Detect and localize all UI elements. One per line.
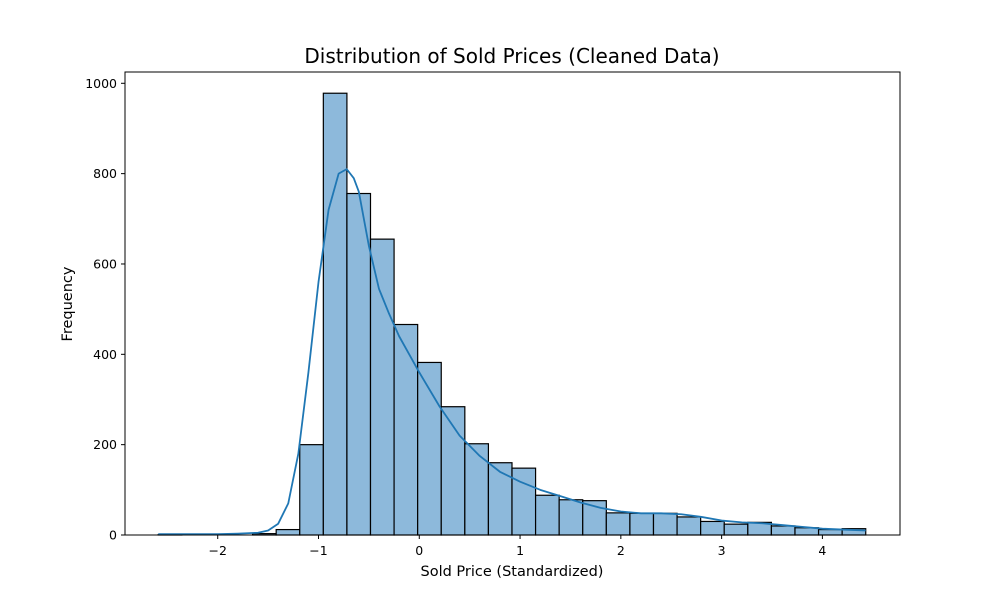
x-tick-label: 4 — [818, 543, 826, 558]
chart-title: Distribution of Sold Prices (Cleaned Dat… — [304, 44, 719, 68]
x-tick-label: 1 — [516, 543, 524, 558]
x-tick-label: −2 — [208, 543, 226, 558]
histogram-bar — [369, 238, 395, 536]
y-tick-label: 1000 — [85, 76, 117, 91]
histogram-bar — [487, 462, 513, 536]
y-axis-label: Frequency — [60, 266, 76, 341]
histogram-bar — [511, 467, 537, 536]
histogram-bar — [723, 523, 749, 536]
x-axis-label: Sold Price (Standardized) — [421, 564, 604, 580]
histogram-bar — [676, 516, 702, 536]
y-tick-label: 600 — [93, 256, 117, 271]
histogram-bar — [346, 192, 372, 536]
kde-curve-line — [158, 168, 866, 535]
plot-frame — [124, 71, 901, 536]
x-tick-label: 0 — [415, 543, 423, 558]
histogram-bar — [652, 512, 678, 536]
histogram-bar — [558, 499, 584, 536]
histogram-bar — [299, 444, 324, 536]
histogram-bar — [770, 525, 796, 536]
plot-area: −2 −1 0 1 2 3 4 0 200 400 600 800 1000 — [85, 71, 901, 558]
y-tick-label: 0 — [109, 528, 117, 543]
histogram-bar — [534, 494, 560, 536]
histogram-bar — [322, 92, 348, 536]
x-tick-label: 2 — [617, 543, 625, 558]
histogram-bar — [464, 443, 490, 536]
histogram-bar — [817, 528, 843, 536]
y-tick-label: 800 — [93, 166, 117, 181]
x-tick-label: 3 — [718, 543, 726, 558]
histogram-bar — [629, 512, 655, 536]
histogram-bar — [700, 520, 725, 536]
histogram-bar — [393, 323, 419, 536]
histogram-bar — [605, 512, 631, 536]
x-tick-label: −1 — [309, 543, 327, 558]
histogram-bar — [275, 528, 301, 536]
y-tick-label: 200 — [93, 437, 117, 452]
y-tick-label: 400 — [93, 347, 117, 362]
